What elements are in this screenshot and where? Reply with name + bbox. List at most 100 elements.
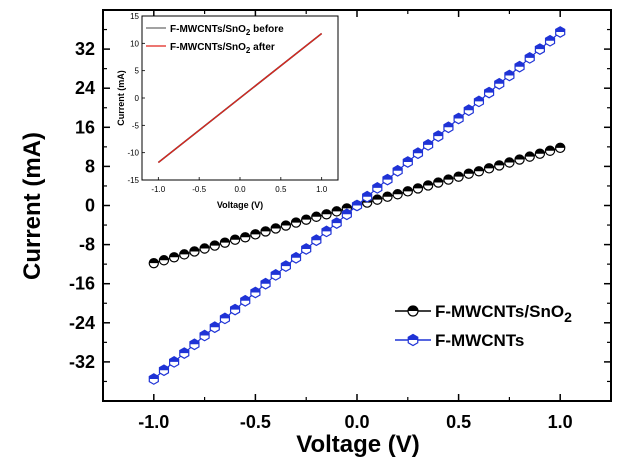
data-point <box>524 52 535 64</box>
data-point <box>362 190 373 203</box>
data-point <box>433 130 444 142</box>
inset-y-tick-label: 15 <box>130 12 139 21</box>
data-point <box>219 237 231 248</box>
data-point <box>240 232 251 243</box>
data-point <box>392 189 403 200</box>
data-point <box>321 209 332 220</box>
legend-label-fmwcnts-sno2: F-MWCNTs/SnO2 <box>435 302 572 325</box>
y-axis-title: Current (mA) <box>19 132 46 280</box>
data-point <box>280 260 291 273</box>
y-tick-label: 0 <box>85 196 95 216</box>
data-point <box>229 234 241 245</box>
data-point <box>402 186 413 197</box>
data-point <box>179 249 190 260</box>
data-point <box>534 43 545 55</box>
inset-y-tick-label: 5 <box>135 67 140 76</box>
data-point <box>514 60 525 73</box>
data-point <box>544 145 556 156</box>
inset-legend-before-suffix: before <box>250 24 284 35</box>
inset-legend-after-text: F-MWCNTs/SnO <box>170 42 246 53</box>
data-point <box>321 225 332 238</box>
inset-x-tick-label: -0.5 <box>192 185 206 194</box>
data-point <box>555 142 566 154</box>
y-tick-label: -8 <box>79 235 95 255</box>
y-tick-label: -24 <box>69 313 95 333</box>
data-point <box>555 26 566 38</box>
legend-symbol <box>407 305 419 317</box>
inset-x-tick-label: -1.0 <box>151 185 165 194</box>
data-point <box>423 138 434 151</box>
x-tick-label: 1.0 <box>548 412 573 432</box>
y-tick-label: 16 <box>75 117 95 137</box>
inset-chart: -1.0 -0.5 0.0 0.5 1.0 15 10 5 0 -5 -10 -15 Voltage … <box>116 12 339 210</box>
inset-x-tick-label: 0.5 <box>275 185 287 194</box>
inset-series-line-1 <box>157 33 323 163</box>
data-point <box>504 69 515 82</box>
data-point <box>534 148 546 159</box>
legend-entry-fmwcnts-sno2: F-MWCNTs/SnO2 <box>395 302 572 325</box>
data-point <box>494 160 505 171</box>
data-point <box>260 277 271 290</box>
data-point <box>514 154 525 165</box>
data-point <box>179 347 190 359</box>
inset-y-tick-label: 0 <box>135 94 140 103</box>
data-point <box>351 199 363 212</box>
legend-label-text: F-MWCNTs/SnO <box>435 302 564 321</box>
x-tick-label: 0.5 <box>446 412 471 432</box>
data-point <box>524 151 535 162</box>
data-point <box>229 303 241 316</box>
data-point <box>483 163 495 174</box>
x-tick-label: -0.5 <box>240 412 271 432</box>
data-point <box>412 147 424 160</box>
main-legend: F-MWCNTs/SnO2 F-MWCNTs <box>395 302 572 350</box>
data-point <box>209 240 220 251</box>
data-point <box>433 177 444 188</box>
y-tick-label: 24 <box>75 78 95 98</box>
data-point <box>504 157 515 168</box>
data-point <box>341 208 352 221</box>
data-point <box>311 234 322 247</box>
x-tick-label: -1.0 <box>138 412 169 432</box>
inset-legend-after-suffix: after <box>250 42 275 53</box>
data-point <box>209 321 220 334</box>
data-point <box>250 229 261 240</box>
data-point <box>473 95 485 108</box>
data-point <box>311 211 322 222</box>
data-point <box>382 173 393 186</box>
data-point <box>270 269 281 281</box>
data-point <box>392 164 403 177</box>
inset-x-axis-title: Voltage (V) <box>217 200 263 210</box>
data-point <box>453 112 464 125</box>
x-tick-label: 0.0 <box>344 412 369 432</box>
data-point <box>443 174 454 185</box>
data-point <box>453 171 464 182</box>
legend-label-fmwcnts: F-MWCNTs <box>435 331 524 350</box>
y-tick-label: 32 <box>75 39 95 59</box>
inset-legend-before-subscript: 2 <box>246 28 251 37</box>
data-point <box>169 356 180 368</box>
data-point <box>219 312 231 325</box>
data-point <box>148 257 159 269</box>
data-point <box>168 252 180 263</box>
data-point <box>280 220 292 231</box>
main-series-layer <box>148 26 566 385</box>
legend-symbol <box>407 333 419 347</box>
data-point <box>260 226 271 237</box>
inset-legend: F-MWCNTs/SnO2 before F-MWCNTs/SnO2 after <box>146 24 284 55</box>
inset-legend-label-after: F-MWCNTs/SnO2 after <box>170 42 275 55</box>
data-point <box>189 246 200 257</box>
legend-marker-fmwcnts <box>407 333 419 347</box>
inset-x-tick-label: 1.0 <box>316 185 328 194</box>
data-point <box>494 77 505 90</box>
data-point <box>463 104 474 117</box>
inset-y-tick-label: 10 <box>130 39 139 48</box>
inset-legend-after-subscript: 2 <box>246 46 251 55</box>
legend-entry-fmwcnts: F-MWCNTs <box>395 331 524 350</box>
data-point <box>463 168 474 179</box>
inset-legend-label-before: F-MWCNTs/SnO2 before <box>170 24 284 37</box>
inset-y-tick-label: -15 <box>127 176 139 185</box>
y-tick-label: 8 <box>85 156 95 176</box>
inset-y-axis-title: Current (mA) <box>116 70 126 126</box>
data-point <box>422 180 434 191</box>
